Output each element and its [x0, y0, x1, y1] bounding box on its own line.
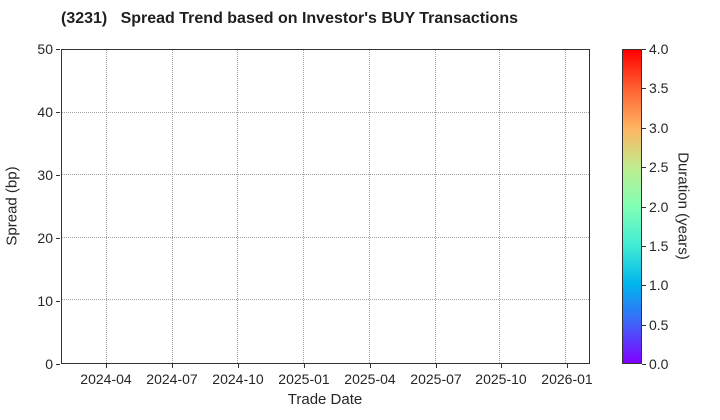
colorbar-tick-label: 3.0: [649, 120, 669, 136]
y-gridline: [62, 299, 589, 301]
x-tick-mark: [370, 364, 371, 368]
x-tick-label: 2024-10: [212, 371, 264, 387]
x-axis-label: Trade Date: [287, 391, 363, 408]
x-gridline: [105, 50, 107, 363]
x-tick-label: 2025-01: [278, 371, 330, 387]
colorbar-tick-mark: [642, 364, 646, 365]
colorbar-tick-label: 4.0: [649, 41, 669, 57]
colorbar-tick-label: 0.5: [649, 317, 669, 333]
y-tick-mark: [56, 49, 60, 50]
colorbar-tick-label: 1.0: [649, 277, 669, 293]
x-gridline: [171, 50, 173, 363]
colorbar-tick-label: 0.0: [649, 356, 669, 372]
y-tick-label: 20: [37, 230, 53, 246]
colorbar-gradient: [622, 49, 642, 364]
y-tick-mark: [56, 112, 60, 113]
colorbar-label: Duration (years): [674, 152, 692, 260]
x-tick-mark: [238, 364, 239, 368]
colorbar-tick-mark: [642, 167, 646, 168]
x-gridline: [237, 50, 239, 363]
x-gridline: [499, 50, 501, 363]
x-gridline: [565, 50, 567, 363]
colorbar-tick-mark: [642, 128, 646, 129]
colorbar-tick-label: 3.5: [649, 80, 669, 96]
x-tick-label: 2024-07: [146, 371, 198, 387]
x-tick-mark: [567, 364, 568, 368]
y-tick-label: 40: [37, 104, 53, 120]
x-tick-mark: [304, 364, 305, 368]
y-tick-mark: [56, 364, 60, 365]
y-tick-mark: [56, 175, 60, 176]
colorbar-tick-label: 2.5: [649, 159, 669, 175]
y-gridline: [62, 236, 589, 238]
colorbar-tick-mark: [642, 207, 646, 208]
x-tick-label: 2025-04: [344, 371, 396, 387]
y-gridline: [62, 174, 589, 176]
colorbar-tick-mark: [642, 325, 646, 326]
x-tick-mark: [172, 364, 173, 368]
plot-area: [61, 49, 590, 364]
colorbar-tick-mark: [642, 285, 646, 286]
x-tick-label: 2025-07: [410, 371, 462, 387]
x-tick-label: 2025-10: [475, 371, 527, 387]
x-tick-mark: [106, 364, 107, 368]
y-gridline: [62, 111, 589, 113]
x-tick-mark: [501, 364, 502, 368]
colorbar-tick-mark: [642, 49, 646, 50]
y-tick-label: 50: [37, 41, 53, 57]
y-tick-label: 30: [37, 167, 53, 183]
x-tick-label: 2024-04: [80, 371, 132, 387]
x-gridline: [368, 50, 370, 363]
x-gridline: [434, 50, 436, 363]
x-tick-mark: [436, 364, 437, 368]
y-tick-mark: [56, 301, 60, 302]
chart-title: (3231) Spread Trend based on Investor's …: [61, 10, 518, 27]
colorbar-tick-mark: [642, 88, 646, 89]
colorbar-tick-mark: [642, 246, 646, 247]
x-tick-label: 2026-01: [541, 371, 593, 387]
y-tick-label: 10: [37, 293, 53, 309]
colorbar-tick-label: 1.5: [649, 238, 669, 254]
y-tick-mark: [56, 238, 60, 239]
x-gridline: [303, 50, 305, 363]
y-tick-label: 0: [45, 356, 53, 372]
colorbar-tick-label: 2.0: [649, 199, 669, 215]
